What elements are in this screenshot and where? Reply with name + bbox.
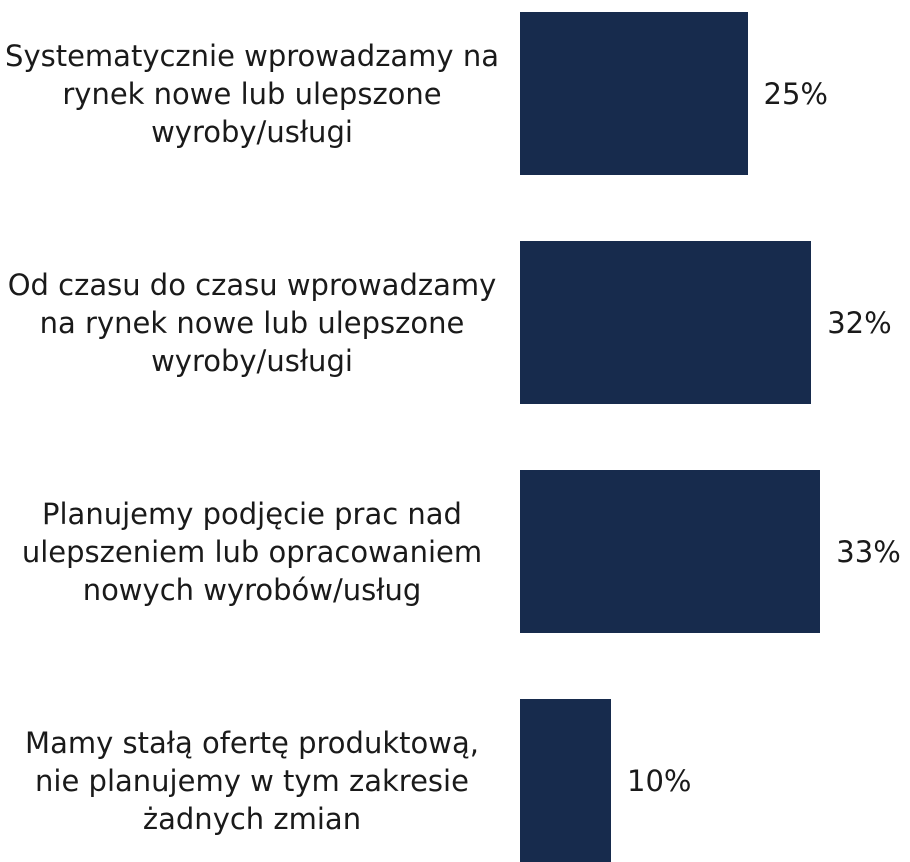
category-label: Systematycznie wprowadzamy na rynek nowe… bbox=[5, 38, 499, 149]
value-label: 32% bbox=[827, 305, 892, 340]
bar bbox=[520, 12, 748, 175]
category-label: Mamy stałą ofertę produktową, nie planuj… bbox=[25, 725, 479, 836]
bar bbox=[520, 241, 812, 404]
bar bbox=[520, 699, 611, 862]
value-label: 25% bbox=[763, 76, 828, 111]
category-label: Od czasu do czasu wprowadzamy na rynek n… bbox=[7, 267, 497, 378]
category-label: Planujemy podjęcie prac nad ulepszeniem … bbox=[21, 496, 483, 607]
value-label: 10% bbox=[627, 763, 692, 798]
bar bbox=[520, 470, 821, 633]
value-label: 33% bbox=[836, 534, 901, 569]
